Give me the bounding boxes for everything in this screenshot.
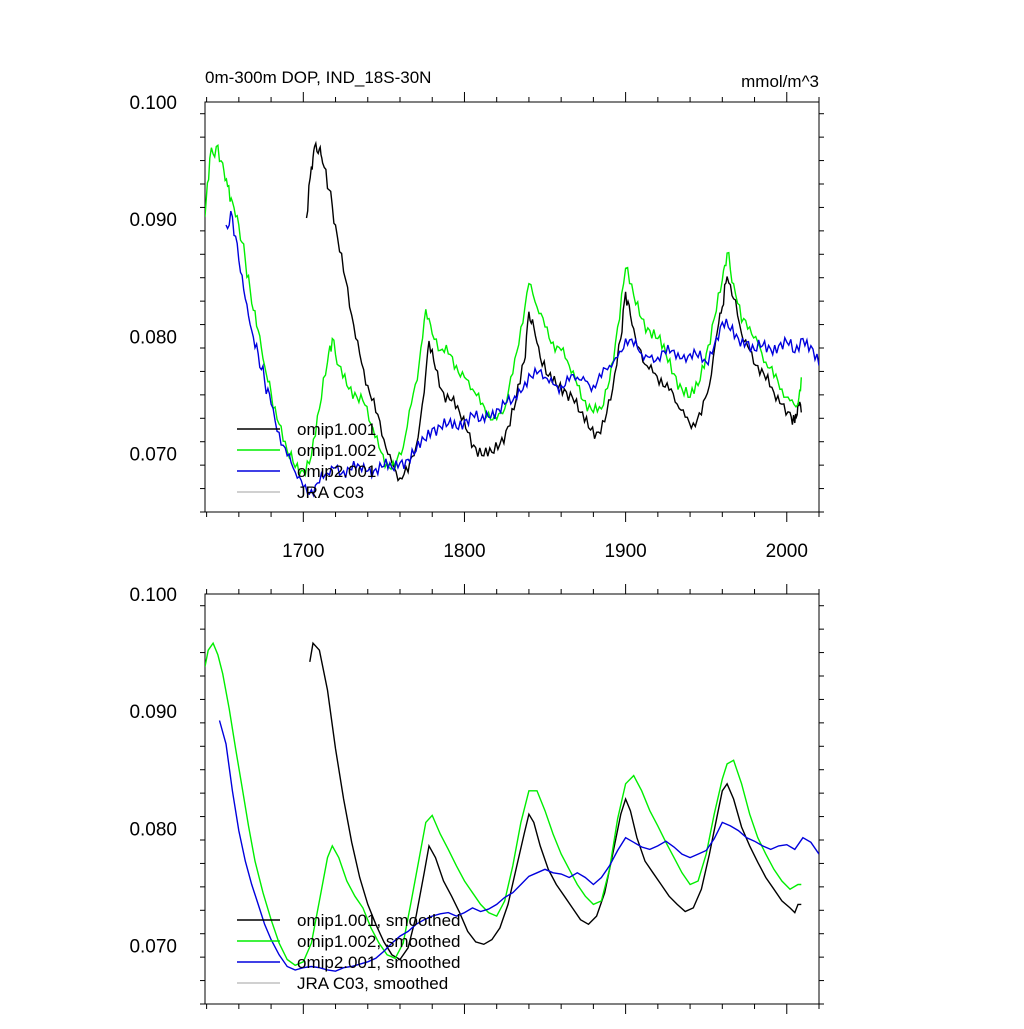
legend-label: omip1.002 xyxy=(297,441,376,460)
series-line-omip1_001 xyxy=(305,140,802,482)
legend-label: omip1.002, smoothed xyxy=(297,932,461,951)
series-line-omip2_001 xyxy=(225,210,819,498)
panel-smoothed: 0.070 0.080 0.090 0.100 omip1.001, smoothed o… xyxy=(129,584,824,1014)
plot-frame xyxy=(204,593,820,1005)
legend-label: omip2.001 xyxy=(297,462,376,481)
x-tick-label: 1800 xyxy=(443,541,485,562)
y-tick-label: 0.070 xyxy=(129,936,177,957)
series-line-omip2_001 xyxy=(218,720,819,972)
y-tick-label: 0.080 xyxy=(129,327,177,348)
y-tick-label: 0.090 xyxy=(129,702,177,723)
y-tick-label: 0.080 xyxy=(129,819,177,840)
legend-label: omip1.001 xyxy=(297,420,376,439)
legend-label: JRA C03 xyxy=(297,483,364,502)
y-tick-label: 0.100 xyxy=(129,585,177,606)
y-tick-label: 0.070 xyxy=(129,444,177,465)
legend-label: omip2.001, smoothed xyxy=(297,953,461,972)
y-tick-label: 0.090 xyxy=(129,210,177,231)
chart-title: 0m-300m DOP, IND_18S-30N xyxy=(205,68,431,87)
y-tick-label: 0.100 xyxy=(129,93,177,114)
series-line-omip1_001 xyxy=(309,641,802,961)
series-line-omip1_002 xyxy=(205,143,802,478)
x-tick-label: 1900 xyxy=(604,541,646,562)
x-tick-label: 2000 xyxy=(766,541,808,562)
units-label: mmol/m^3 xyxy=(741,72,819,91)
legend-label: JRA C03, smoothed xyxy=(297,974,448,993)
x-tick-label: 1700 xyxy=(282,541,324,562)
legend-label: omip1.001, smoothed xyxy=(297,911,461,930)
panel-raw: 0.070 0.080 0.090 0.100 1700 1800 1900 2000 omip… xyxy=(129,92,824,562)
series-line-omip1_002 xyxy=(205,641,802,967)
plot-frame xyxy=(204,101,820,513)
